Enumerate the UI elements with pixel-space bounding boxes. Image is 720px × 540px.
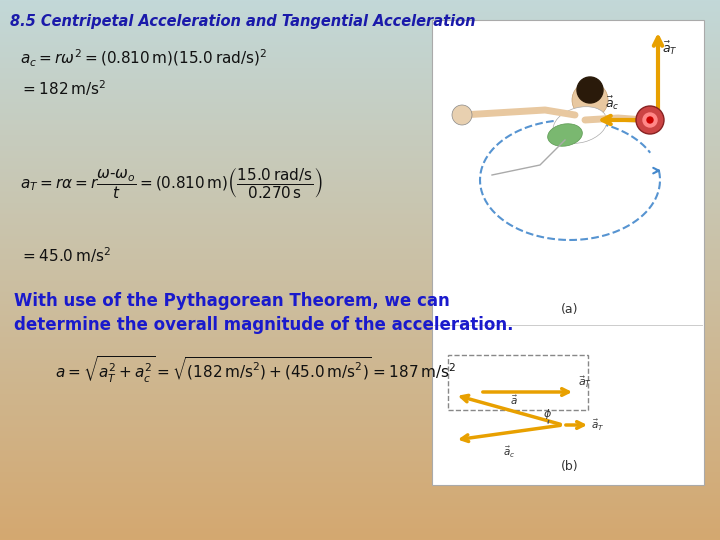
Circle shape [577, 77, 603, 103]
Circle shape [647, 117, 653, 123]
Text: (a): (a) [562, 303, 579, 316]
Text: $= 182\,\mathrm{m/s}^2$: $= 182\,\mathrm{m/s}^2$ [20, 78, 106, 98]
Text: $\vec{a}_c$: $\vec{a}_c$ [605, 94, 619, 112]
Circle shape [643, 113, 657, 127]
Ellipse shape [548, 124, 582, 146]
Bar [432, 20, 704, 485]
Text: $= 45.0\,\mathrm{m/s}^2$: $= 45.0\,\mathrm{m/s}^2$ [20, 245, 111, 265]
Text: With use of the Pythagorean Theorem, we can: With use of the Pythagorean Theorem, we … [14, 292, 450, 310]
Text: (b): (b) [561, 460, 579, 473]
Circle shape [572, 82, 608, 118]
Text: 8.5 Centripetal Acceleration and Tangential Acceleration: 8.5 Centripetal Acceleration and Tangent… [10, 14, 475, 29]
Text: $\vec{a}_c$: $\vec{a}_c$ [503, 445, 516, 460]
Text: $\vec{a}$: $\vec{a}$ [510, 394, 518, 407]
Text: $a = \sqrt{a_T^2 + a_c^2} = \sqrt{(182\,\mathrm{m/s}^2)+(45.0\,\mathrm{m/s}^2)} : $a = \sqrt{a_T^2 + a_c^2} = \sqrt{(182\,… [55, 355, 456, 386]
Text: $\vec{a}_T$: $\vec{a}_T$ [591, 417, 604, 433]
Text: determine the overall magnitude of the acceleration.: determine the overall magnitude of the a… [14, 316, 513, 334]
Circle shape [452, 105, 472, 125]
Text: $a_c = r\omega^2 = (0.810\,\mathrm{m})(15.0\,\mathrm{rad/s})^2$: $a_c = r\omega^2 = (0.810\,\mathrm{m})(1… [20, 48, 267, 69]
Text: $\vec{a}_T$: $\vec{a}_T$ [662, 40, 678, 57]
Text: $\vec{a}_T$: $\vec{a}_T$ [578, 374, 592, 390]
Text: $a_T = r\alpha = r\dfrac{\omega\text{-}\omega_o}{t} = (0.810\,\mathrm{m})\left(\: $a_T = r\alpha = r\dfrac{\omega\text{-}\… [20, 165, 323, 200]
Bar [448, 355, 588, 410]
Text: $\phi$: $\phi$ [543, 407, 552, 421]
Ellipse shape [553, 107, 607, 143]
Circle shape [636, 106, 664, 134]
